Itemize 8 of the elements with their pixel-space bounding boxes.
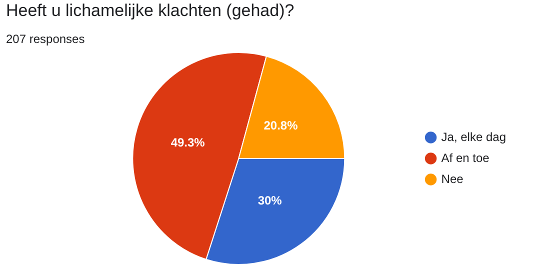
chart-title: Heeft u lichamelijke klachten (gehad)?	[6, 1, 294, 21]
legend-label: Ja, elke dag	[441, 130, 506, 144]
chart-subtitle: 207 responses	[6, 32, 85, 46]
legend-label: Nee	[441, 172, 464, 186]
data-label: 49.3%	[170, 136, 206, 150]
legend-label: Af en toe	[441, 150, 490, 165]
data-label: 20.8%	[264, 118, 298, 133]
data-label: 30%	[258, 194, 282, 208]
